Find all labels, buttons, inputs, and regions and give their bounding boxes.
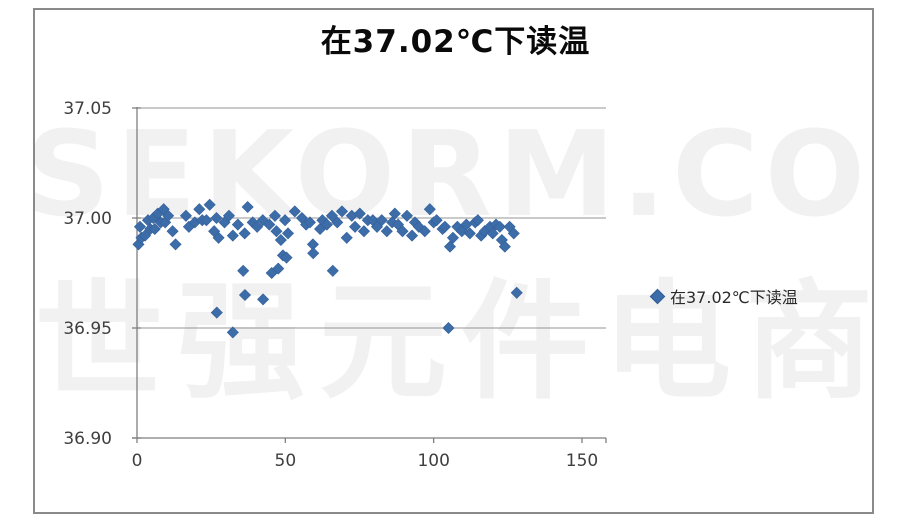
legend-diamond-marker-icon [649,288,666,304]
data-point[interactable] [222,209,235,222]
data-point[interactable] [231,218,244,231]
data-point[interactable] [510,286,523,299]
data-point[interactable] [274,233,287,247]
data-point[interactable] [272,262,285,275]
data-point[interactable] [162,209,175,222]
data-point[interactable] [307,247,320,260]
data-point[interactable] [257,293,270,306]
data-point[interactable] [380,225,393,238]
data-point[interactable] [471,214,484,227]
chart-title: 在37.02℃下读温 [320,24,591,60]
data-point[interactable] [237,264,250,277]
data-point[interactable] [486,227,499,240]
data-point[interactable] [251,220,264,233]
data-point[interactable] [138,229,152,242]
data-point[interactable] [238,227,251,240]
data-point[interactable] [263,218,276,231]
data-point[interactable] [423,203,436,216]
data-point[interactable] [280,251,293,264]
data-point[interactable] [256,214,269,227]
y-axis-tick-label: 37.00 [63,209,112,229]
data-point[interactable] [442,321,455,335]
data-point[interactable] [375,214,388,227]
data-point[interactable] [241,200,254,214]
data-point[interactable] [210,211,223,225]
legend[interactable]: 在37.02℃下读温 [649,284,798,308]
data-point[interactable] [493,220,506,233]
y-axis-tick-label: 37.05 [63,99,112,119]
data-point[interactable] [326,264,339,277]
data-point[interactable] [281,227,295,240]
data-point[interactable] [405,229,419,242]
data-point[interactable] [400,209,413,222]
data-point[interactable] [325,209,338,222]
data-point[interactable] [148,222,161,236]
data-point[interactable] [353,207,366,220]
data-point[interactable] [179,209,192,222]
data-point[interactable] [396,225,409,238]
data-point[interactable] [349,220,362,233]
data-point[interactable] [288,205,301,218]
y-axis-tick-label: 36.95 [63,319,112,339]
y-axis-tick-label: 36.90 [63,429,112,449]
data-point[interactable] [443,240,457,253]
data-point[interactable] [418,225,431,238]
data-point[interactable] [357,225,370,238]
data-point[interactable] [331,216,344,229]
data-point[interactable] [226,326,239,339]
x-axis-tick-label: 100 [417,451,449,471]
data-point[interactable] [388,207,401,220]
legend-label: 在37.02℃下读温 [670,288,798,307]
data-point[interactable] [335,205,349,218]
data-point[interactable] [268,209,281,222]
data-point[interactable] [438,220,451,233]
data-point[interactable] [210,306,223,319]
data-point[interactable] [446,231,459,244]
data-point[interactable] [270,225,283,238]
data-point[interactable] [212,231,225,244]
data-point[interactable] [430,214,443,227]
data-point[interactable] [166,225,179,238]
data-point[interactable] [193,203,206,216]
data-point[interactable] [203,198,216,211]
data-point[interactable] [463,227,476,240]
data-point[interactable] [133,220,146,233]
data-point[interactable] [200,214,213,227]
data-point[interactable] [303,216,316,229]
x-axis-tick-label: 0 [132,451,143,471]
data-point[interactable] [320,218,333,231]
x-axis-tick-label: 50 [275,451,297,471]
data-point[interactable] [498,240,511,253]
data-point[interactable] [340,231,353,244]
data-point[interactable] [238,288,252,302]
data-point[interactable] [507,227,520,240]
data-point[interactable] [226,229,239,242]
data-point[interactable] [169,238,182,251]
x-axis-tick-label: 150 [566,451,598,471]
data-point[interactable] [279,214,292,227]
